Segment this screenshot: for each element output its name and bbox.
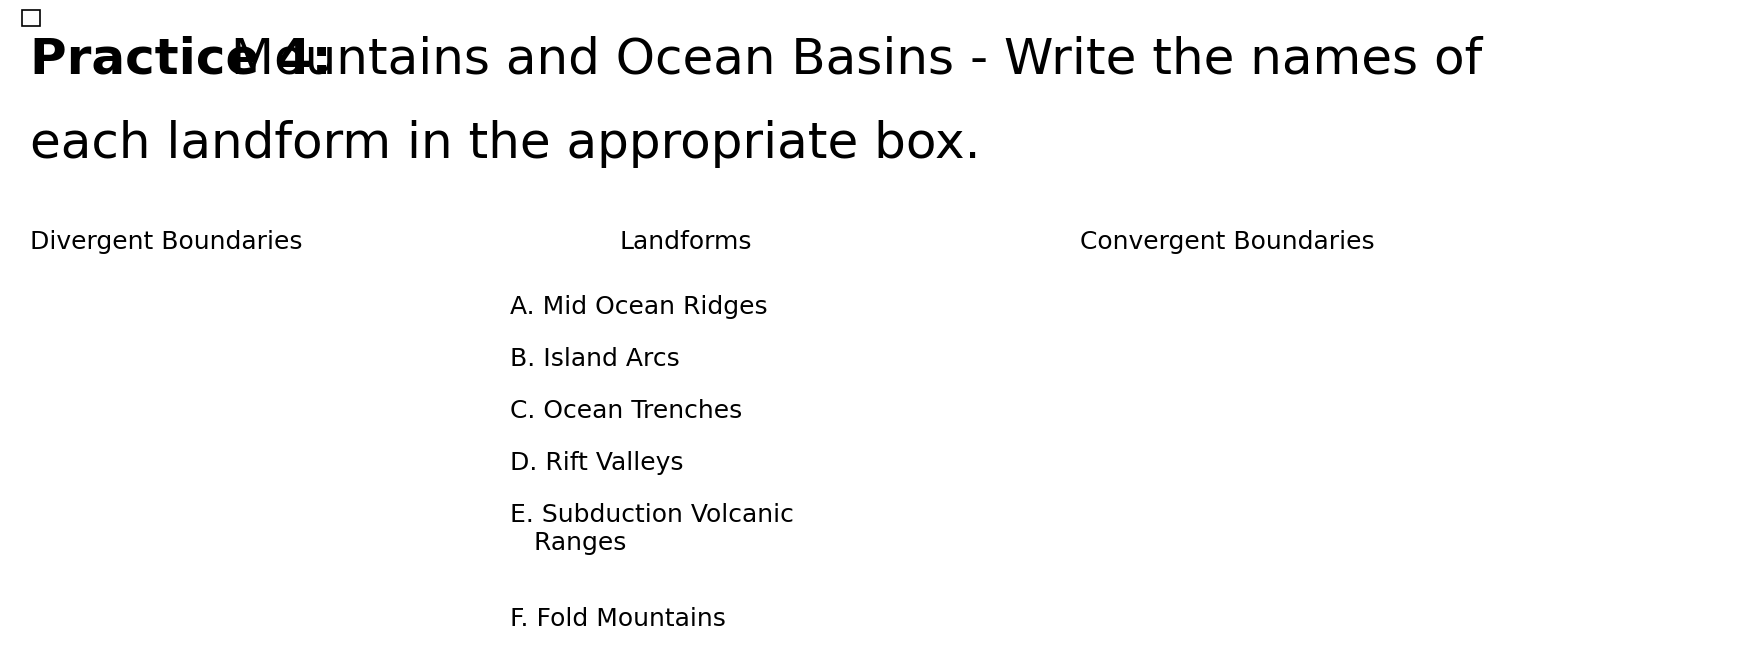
Text: B. Island Arcs: B. Island Arcs <box>510 347 680 371</box>
Text: Convergent Boundaries: Convergent Boundaries <box>1079 230 1374 254</box>
Text: A. Mid Ocean Ridges: A. Mid Ocean Ridges <box>510 295 768 319</box>
Text: E. Subduction Volcanic
   Ranges: E. Subduction Volcanic Ranges <box>510 503 794 555</box>
Text: D. Rift Valleys: D. Rift Valleys <box>510 451 683 475</box>
Text: Practice 4:: Practice 4: <box>30 35 332 83</box>
Text: C. Ocean Trenches: C. Ocean Trenches <box>510 399 741 423</box>
Text: each landform in the appropriate box.: each landform in the appropriate box. <box>30 120 980 168</box>
Bar <box>23 10 40 26</box>
Text: Mountains and Ocean Basins - Write the names of: Mountains and Ocean Basins - Write the n… <box>214 35 1481 83</box>
Text: Landforms: Landforms <box>620 230 752 254</box>
Text: F. Fold Mountains: F. Fold Mountains <box>510 607 726 631</box>
Text: Divergent Boundaries: Divergent Boundaries <box>30 230 302 254</box>
